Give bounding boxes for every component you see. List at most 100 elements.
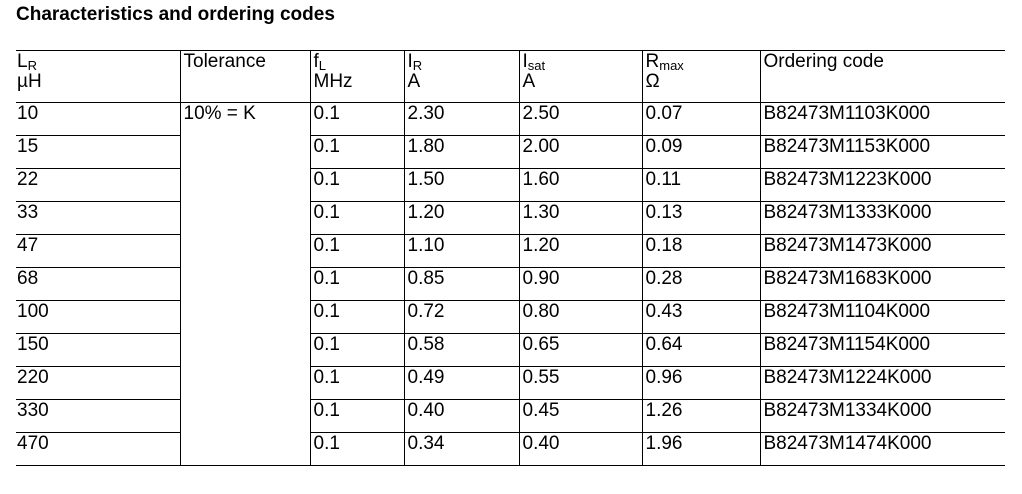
subscript: R — [27, 58, 37, 73]
cell: 0.43 — [641, 300, 760, 334]
subscript: L — [318, 58, 327, 73]
cell: 0.1 — [309, 168, 404, 202]
subscript: max — [659, 58, 684, 73]
cell: 150 — [16, 333, 180, 367]
header-cell: Tolerance — [179, 50, 310, 103]
cell: 0.80 — [518, 300, 642, 334]
cell: B82473M1333K000 — [759, 201, 1005, 235]
cell: B82473M1474K000 — [759, 432, 1005, 466]
cell: B82473M1154K000 — [759, 333, 1005, 367]
cell: 1.30 — [518, 201, 642, 235]
cell: 0.34 — [403, 432, 519, 466]
symbol: Ordering code — [763, 51, 884, 72]
header-symbol: fL — [314, 52, 401, 73]
table-body: LR µH Tolerance fL MHz IR A Isat A Rmax Ω Ordering … — [16, 50, 1005, 466]
cell: 0.49 — [403, 366, 519, 400]
row: 33 0.1 1.20 1.30 0.13 B82473M1333K000 — [16, 201, 1005, 235]
cell: 0.45 — [518, 399, 642, 433]
cell: 0.96 — [641, 366, 760, 400]
row: 68 0.1 0.85 0.90 0.28 B82473M1683K000 — [16, 267, 1005, 301]
cell: 0.1 — [309, 267, 404, 301]
row: 330 0.1 0.40 0.45 1.26 B82473M1334K000 — [16, 399, 1005, 433]
cell: 0.1 — [309, 234, 404, 268]
cell: 1.20 — [518, 234, 642, 268]
cell: 1.50 — [403, 168, 519, 202]
unit: Ω — [645, 71, 660, 92]
symbol: I — [407, 51, 413, 72]
cell: 0.40 — [518, 432, 642, 466]
cell: 0.72 — [403, 300, 519, 334]
cell: 0.1 — [309, 102, 404, 136]
cell: B82473M1153K000 — [759, 135, 1005, 169]
unit: MHz — [313, 71, 353, 92]
header-symbol: Isat — [522, 51, 639, 73]
header-cell: fL MHz — [309, 50, 404, 103]
cell: B82473M1683K000 — [759, 267, 1005, 301]
header-symbol: IR — [407, 51, 516, 73]
cell: 1.80 — [403, 135, 519, 169]
cell: 0.18 — [641, 234, 760, 268]
row: 100 0.1 0.72 0.80 0.43 B82473M1104K000 — [16, 300, 1005, 334]
cell: B82473M1334K000 — [759, 399, 1005, 433]
cell: 1.20 — [403, 201, 519, 235]
row: 470 0.1 0.34 0.40 1.96 B82473M1474K000 — [16, 432, 1005, 466]
subscript: sat — [527, 58, 546, 73]
cell: 100 — [16, 300, 180, 334]
row: 22 0.1 1.50 1.60 0.11 B82473M1223K000 — [16, 168, 1005, 202]
cell: 330 — [16, 399, 180, 433]
cell: 0.13 — [641, 201, 760, 235]
cell: B82473M1224K000 — [759, 366, 1005, 400]
cell: 220 — [16, 366, 180, 400]
symbol: L — [17, 51, 28, 72]
cell: 0.28 — [641, 267, 760, 301]
symbol: Tolerance — [183, 51, 266, 72]
row: 220 0.1 0.49 0.55 0.96 B82473M1224K000 — [16, 366, 1005, 400]
cell: B82473M1473K000 — [759, 234, 1005, 268]
header-cell: Isat A — [518, 50, 642, 103]
cell: 0.1 — [309, 366, 404, 400]
header-cell: IR A — [403, 50, 519, 103]
table: LR µH Tolerance fL MHz IR A Isat A Rmax Ω Ordering … — [16, 50, 1005, 466]
symbol: R — [645, 51, 660, 72]
cell: 0.09 — [641, 135, 760, 169]
cell: 0.07 — [641, 102, 760, 136]
row: 47 0.1 1.10 1.20 0.18 B82473M1473K000 — [16, 234, 1005, 268]
tolerance-cell: 10% = K — [179, 102, 310, 466]
symbol: I — [522, 51, 528, 72]
title: Characteristics and ordering codes — [16, 4, 335, 25]
cell: 1.26 — [641, 399, 760, 433]
cell: 2.30 — [403, 102, 519, 136]
unit: A — [522, 71, 536, 92]
cell: 22 — [16, 168, 180, 202]
header-cell: LR µH — [16, 50, 180, 103]
cell: B82473M1104K000 — [759, 300, 1005, 334]
cell: 0.11 — [641, 168, 760, 202]
cell: 2.00 — [518, 135, 642, 169]
cell: 68 — [16, 267, 180, 301]
cell: 0.1 — [309, 300, 404, 334]
cell: 0.64 — [641, 333, 760, 367]
unit: A — [407, 71, 421, 92]
cell: 0.40 — [403, 399, 519, 433]
cell: B82473M1223K000 — [759, 168, 1005, 202]
cell: 47 — [16, 234, 180, 268]
subscript: R — [412, 58, 423, 73]
cell: 1.96 — [641, 432, 760, 466]
cell: 470 — [16, 432, 180, 466]
cell: 0.65 — [518, 333, 642, 367]
cell: 2.50 — [518, 102, 642, 136]
cell: B82473M1103K000 — [759, 102, 1005, 136]
header-symbol: Ordering code — [764, 52, 1003, 72]
header-symbol: Tolerance — [184, 52, 307, 72]
unit: µH — [17, 71, 42, 92]
cell: 0.58 — [403, 333, 519, 367]
cell: 0.1 — [309, 201, 404, 235]
cell: 0.1 — [309, 399, 404, 433]
cell: 0.55 — [518, 366, 642, 400]
header-symbol: Rmax — [645, 51, 757, 73]
cell: 0.90 — [518, 267, 642, 301]
cell: 0.1 — [309, 333, 404, 367]
cell: 1.10 — [403, 234, 519, 268]
header-cell: Rmax Ω — [641, 50, 760, 103]
